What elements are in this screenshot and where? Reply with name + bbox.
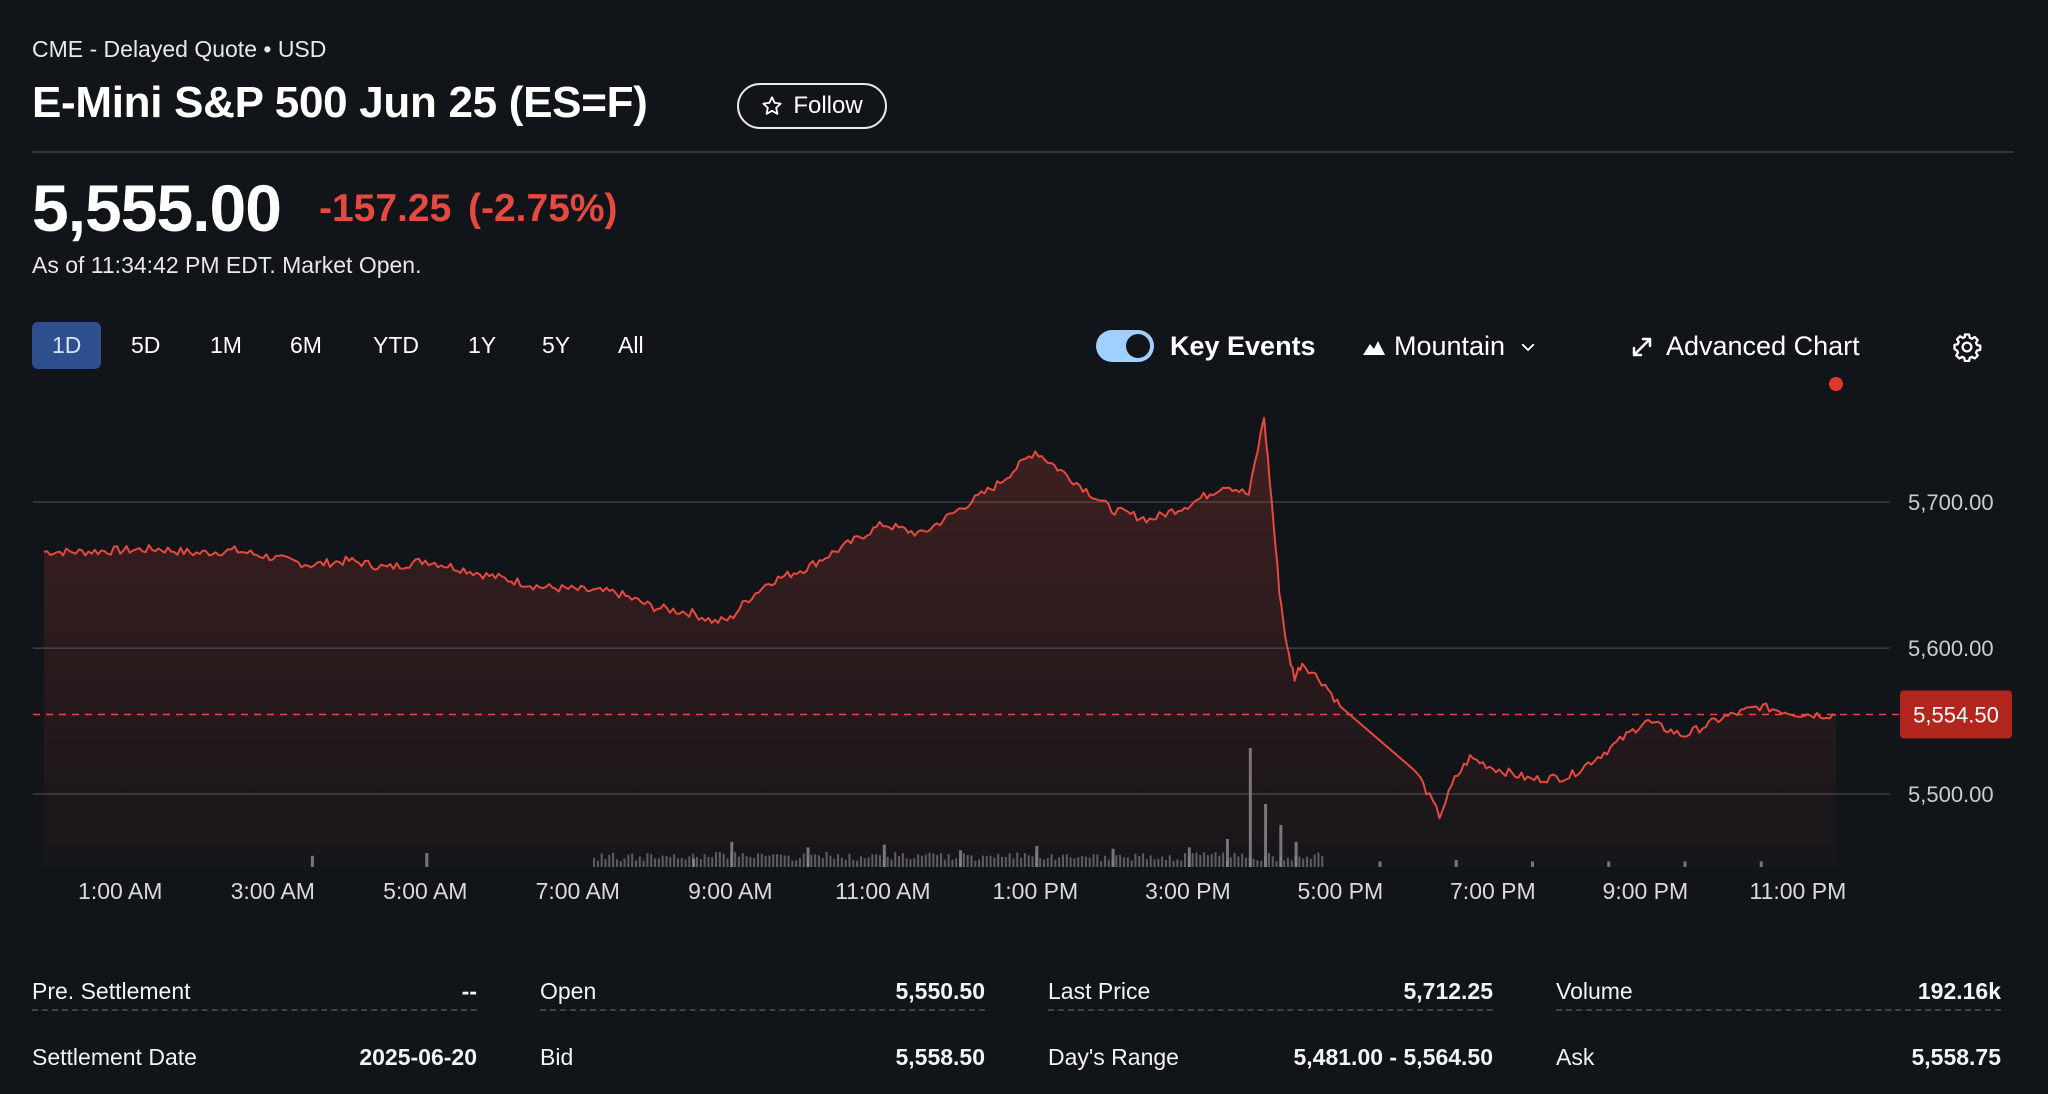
chart-type-label: Mountain: [1394, 331, 1506, 361]
quote-timestamp: As of 11:34:42 PM EDT. Market Open.: [32, 252, 422, 278]
x-tick-label: 3:00 PM: [1145, 878, 1231, 904]
x-tick-label: 7:00 AM: [536, 878, 620, 904]
follow-label: Follow: [793, 92, 863, 119]
stat-value: 2025-06-20: [359, 1043, 477, 1070]
range-tab-5y[interactable]: 5Y: [542, 332, 571, 358]
mountain-icon: [1363, 340, 1385, 355]
x-tick-label: 11:00 AM: [835, 878, 930, 904]
follow-button[interactable]: Follow: [737, 83, 887, 129]
range-tab-all[interactable]: All: [618, 332, 644, 358]
x-tick-label: 1:00 AM: [78, 878, 162, 904]
stat-label: Volume: [1556, 977, 1633, 1004]
exchange-label: CME - Delayed Quote • USD: [32, 36, 327, 62]
stat-row: Pre. Settlement --: [32, 975, 477, 1011]
stat-label: Last Price: [1048, 977, 1151, 1004]
toggle-knob: [1126, 334, 1150, 358]
stat-value: 5,550.50: [895, 977, 985, 1004]
stat-value: --: [461, 977, 477, 1004]
stat-label: Open: [540, 977, 597, 1004]
stat-row: Volume 192.16k: [1556, 975, 2001, 1011]
y-tick-label: 5,500.00: [1908, 782, 1994, 807]
stat-value: 5,558.50: [895, 1043, 985, 1070]
stat-row: Last Price 5,712.25: [1048, 975, 1493, 1011]
stat-value: 192.16k: [1917, 977, 2001, 1004]
x-tick-label: 3:00 AM: [231, 878, 315, 904]
stat-label: Ask: [1556, 1043, 1595, 1070]
price-area: [44, 417, 1836, 867]
notification-dot: [1829, 377, 1843, 391]
gear-icon[interactable]: [1952, 332, 1982, 362]
chevron-down-icon: [1521, 343, 1535, 351]
stat-row: Open 5,550.50: [540, 975, 985, 1011]
stat-label: Pre. Settlement: [32, 977, 191, 1004]
advanced-chart-button[interactable]: Advanced Chart: [1630, 331, 1860, 362]
stat-value: 5,481.00 - 5,564.50: [1293, 1043, 1494, 1070]
header-divider: [32, 151, 2014, 153]
price-line: [43, 416, 1837, 820]
x-tick-label: 9:00 PM: [1603, 878, 1689, 904]
range-tab-ytd[interactable]: YTD: [373, 332, 419, 358]
key-events-label: Key Events: [1170, 331, 1316, 361]
stat-value: 5,558.75: [1911, 1043, 2001, 1070]
stat-row: Ask 5,558.75: [1556, 1040, 2001, 1076]
range-tab-1m[interactable]: 1M: [210, 332, 242, 358]
range-tab-5d[interactable]: 5D: [131, 332, 161, 358]
price-chart[interactable]: 5,554.50 5,700.00 5,600.00 5,500.00 1:00 A…: [0, 400, 2048, 930]
y-tick-label: 5,600.00: [1908, 636, 1994, 661]
range-tab-1y[interactable]: 1Y: [468, 332, 497, 358]
chart-type-dropdown[interactable]: Mountain: [1362, 331, 1537, 362]
x-tick-label: 5:00 AM: [383, 878, 467, 904]
x-tick-label: 11:00 PM: [1749, 878, 1846, 904]
y-tick-label: 5,700.00: [1908, 490, 1994, 515]
stat-label: Day's Range: [1048, 1043, 1179, 1070]
stat-label: Settlement Date: [32, 1043, 197, 1070]
stat-row: Bid 5,558.50: [540, 1040, 985, 1076]
star-icon: [762, 96, 782, 115]
stat-row: Settlement Date 2025-06-20: [32, 1040, 477, 1076]
advanced-chart-label: Advanced Chart: [1666, 331, 1860, 361]
x-tick-label: 1:00 PM: [992, 878, 1078, 904]
current-price: 5,555.00: [32, 171, 282, 245]
key-events-toggle[interactable]: [1096, 330, 1154, 362]
price-change-percent: (-2.75%): [468, 187, 618, 230]
page-title: E-Mini S&P 500 Jun 25 (ES=F): [32, 78, 648, 127]
range-tab-1d[interactable]: 1D: [32, 322, 102, 369]
stat-label: Bid: [540, 1043, 574, 1070]
stat-row: Day's Range 5,481.00 - 5,564.50: [1048, 1040, 1493, 1076]
expand-arrows-icon: [1632, 337, 1652, 356]
current-price-label: 5,554.50: [1913, 702, 1999, 727]
range-tab-6m[interactable]: 6M: [290, 332, 322, 358]
stat-value: 5,712.25: [1403, 977, 1493, 1004]
x-tick-label: 9:00 AM: [688, 878, 772, 904]
current-price-badge: [1900, 690, 2012, 739]
x-tick-label: 5:00 PM: [1298, 878, 1384, 904]
price-change: -157.25: [319, 187, 452, 230]
x-tick-label: 7:00 PM: [1450, 878, 1536, 904]
